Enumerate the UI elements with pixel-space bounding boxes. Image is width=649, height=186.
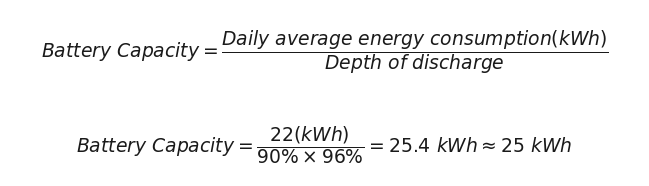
Text: $\mathit{Battery\ Capacity} = \dfrac{\mathit{22(kWh)}}{\mathit{90\%\times 96\%}}: $\mathit{Battery\ Capacity} = \dfrac{\ma… (77, 124, 572, 166)
Text: $\mathit{Battery\ Capacity} = \dfrac{\mathit{Daily\ average\ energy\ consumption: $\mathit{Battery\ Capacity} = \dfrac{\ma… (40, 28, 609, 76)
